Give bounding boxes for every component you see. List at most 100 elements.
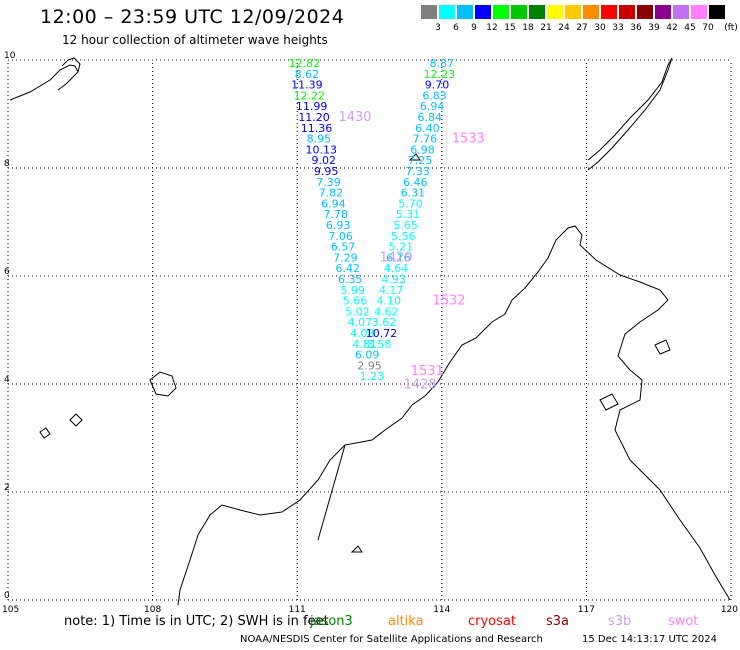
wave-height-value: 7.76 (413, 133, 438, 146)
legend-swatch (475, 5, 491, 19)
legend-swatch (601, 5, 617, 19)
lon-tick-label: 114 (433, 605, 450, 615)
lat-tick-label: 10 (4, 51, 16, 61)
wave-height-value: 7.82 (319, 187, 344, 200)
legend-swatch (547, 5, 563, 19)
wave-height-value: 6.57 (331, 241, 356, 254)
wave-height-value: 5.65 (393, 219, 418, 232)
lon-tick-label: 108 (144, 605, 161, 615)
island-spratly-2 (350, 545, 363, 553)
legend-swatch (691, 5, 707, 19)
credit-line: NOAA/NESDIS Center for Satellite Applica… (240, 634, 543, 645)
satellite-label-s3a: s3a (546, 614, 570, 629)
satellite-label-jason3: jason3 (310, 614, 353, 629)
legend-swatch (673, 5, 689, 19)
legend-swatch (619, 5, 635, 19)
wave-height-value: 6.40 (415, 122, 440, 135)
wave-height-value: 7.06 (328, 230, 353, 243)
altimeter-track: 12.828.6211.3912.2211.9911.2011.368.9510… (289, 57, 455, 383)
wave-height-value: 7.39 (316, 176, 341, 189)
island-natuna (149, 371, 177, 397)
satellite-label-swot: swot (668, 614, 699, 629)
legend-swatch (709, 5, 725, 19)
wave-height-value: 12.82 (289, 57, 321, 70)
wave-height-value: 5.70 (398, 197, 423, 210)
wave-height-value: 6.46 (403, 176, 428, 189)
wave-height-value: 6.93 (326, 219, 351, 232)
wave-height-value: 11.39 (291, 79, 323, 92)
legend-swatch (637, 5, 653, 19)
pass-time-label: 1533 (452, 132, 485, 147)
lon-tick-label: 111 (289, 605, 306, 615)
legend-tick-label: 70 (702, 23, 714, 33)
lon-tick-label: 120 (721, 605, 738, 615)
legend-tick-label: 33 (612, 23, 624, 33)
wave-height-value: 4.64 (384, 262, 409, 275)
pass-time-label: 1428 (404, 377, 437, 392)
wave-height-value: 6.84 (418, 111, 443, 124)
wave-height-value: 6.31 (401, 187, 426, 200)
wave-height-value: 2.95 (357, 359, 382, 372)
legend-swatch (493, 5, 509, 19)
wave-height-value: 12.23 (424, 68, 456, 81)
wave-height-value: 4.08 (350, 327, 375, 340)
satellite-label-cryosat: cryosat (468, 614, 516, 629)
pass-time-label: 1531 (411, 364, 444, 379)
wave-height-value: 12.22 (294, 89, 326, 102)
legend-tick-label: 6 (453, 23, 459, 33)
legend-tick-label: 21 (540, 23, 552, 33)
wave-height-value: 6.94 (420, 100, 445, 113)
wave-height-value: 4.07 (348, 316, 373, 329)
legend-tick-label: 12 (486, 23, 498, 33)
wave-height-value: 8.87 (430, 57, 455, 70)
coastline-borneo-inner (177, 444, 346, 606)
legend-tick-label: 39 (648, 23, 660, 33)
wave-height-value: 6.35 (338, 273, 363, 286)
lat-tick-label: 8 (4, 159, 10, 169)
wave-height-value: 8.95 (307, 133, 332, 146)
wave-height-value: 4.17 (379, 284, 404, 297)
lat-tick-label: 0 (4, 591, 10, 601)
wave-height-value: 8.62 (295, 68, 320, 81)
pass-time-label: 1430 (338, 110, 371, 125)
wave-height-value: 4.93 (381, 273, 406, 286)
island-hainan-tip (61, 57, 81, 73)
wave-height-value: 11.99 (296, 100, 328, 113)
wave-height-value: 6.83 (422, 89, 447, 102)
coastline-palawan (587, 57, 673, 171)
wave-height-value: 10.72 (366, 327, 398, 340)
wave-height-value: 7.33 (405, 165, 430, 178)
wave-height-value: 5.21 (389, 241, 414, 254)
wave-height-value: 6.98 (410, 143, 435, 156)
wave-height-value: 11.20 (298, 111, 330, 124)
coastlines (9, 57, 731, 606)
legend-unit: (ft) (724, 23, 738, 33)
lat-tick-label: 4 (4, 375, 10, 385)
legend-swatch (457, 5, 473, 19)
legend-swatch (511, 5, 527, 19)
legend-swatch (583, 5, 599, 19)
wave-height-value: 7.25 (408, 154, 433, 167)
lat-tick-label: 2 (4, 483, 10, 493)
island-anambas-2 (39, 427, 51, 439)
legend-tick-label: 24 (558, 23, 570, 33)
lat-tick-label: 6 (4, 267, 10, 277)
map-title: 12:00 – 23:59 UTC 12/09/2024 (40, 6, 345, 28)
wave-height-value: 3.58 (367, 338, 392, 351)
wave-height-value: 6.09 (355, 349, 380, 362)
island-sulu-2 (654, 339, 671, 355)
legend-tick-label: 9 (471, 23, 477, 33)
wave-height-value: 5.02 (345, 305, 370, 318)
lon-tick-label: 105 (2, 605, 19, 615)
axis-tick-labels: 105 108 111 114 117 120 0 2 4 6 8 10 (2, 51, 738, 615)
wave-height-value: 4.62 (374, 305, 399, 318)
generated-timestamp: 15 Dec 14:13:17 UTC 2024 (582, 634, 717, 645)
map-subtitle: 12 hour collection of altimeter wave hei… (62, 33, 328, 47)
satellite-label-altika: altika (388, 614, 424, 629)
wave-height-value: 1.23 (360, 370, 385, 383)
legend-swatch (439, 5, 455, 19)
pass-time-label: 1429 (379, 250, 412, 265)
legend-tick-label: 30 (594, 23, 606, 33)
